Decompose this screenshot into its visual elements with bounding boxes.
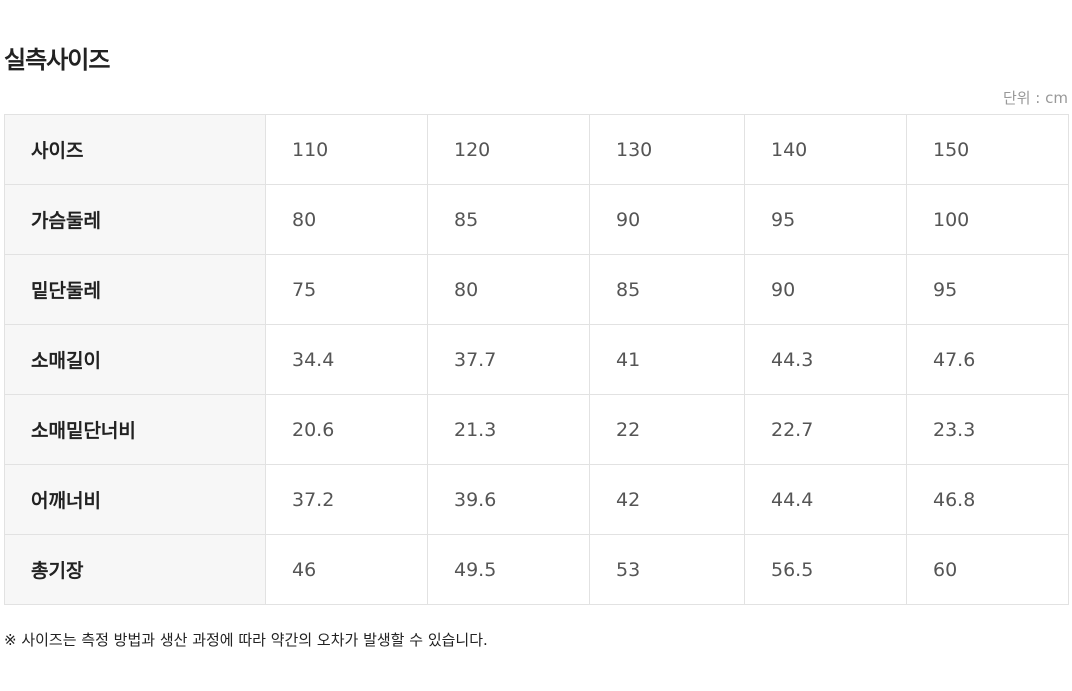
table-cell: 44.4 bbox=[744, 464, 907, 535]
size-note: ※ 사이즈는 측정 방법과 생산 과정에 따라 약간의 오차가 발생할 수 있습… bbox=[4, 631, 488, 649]
table-cell: 110 bbox=[265, 114, 428, 185]
table-cell: 44.3 bbox=[744, 324, 907, 395]
table-cell: 85 bbox=[589, 254, 745, 325]
table-cell: 34.4 bbox=[265, 324, 428, 395]
table-cell: 20.6 bbox=[265, 394, 428, 465]
table-cell: 100 bbox=[906, 184, 1069, 255]
row-header: 소매길이 bbox=[4, 324, 266, 395]
table-cell: 80 bbox=[265, 184, 428, 255]
table-cell: 95 bbox=[744, 184, 907, 255]
table-cell: 75 bbox=[265, 254, 428, 325]
table-cell: 140 bbox=[744, 114, 907, 185]
table-cell: 90 bbox=[744, 254, 907, 325]
table-cell: 130 bbox=[589, 114, 745, 185]
table-cell: 23.3 bbox=[906, 394, 1069, 465]
row-header: 사이즈 bbox=[4, 114, 266, 185]
table-cell: 56.5 bbox=[744, 534, 907, 605]
table-row: 소매길이 34.4 37.7 41 44.3 47.6 bbox=[4, 324, 1069, 395]
table-row: 가슴둘레 80 85 90 95 100 bbox=[4, 184, 1069, 255]
table-cell: 47.6 bbox=[906, 324, 1069, 395]
table-cell: 39.6 bbox=[427, 464, 590, 535]
row-header: 가슴둘레 bbox=[4, 184, 266, 255]
table-cell: 150 bbox=[906, 114, 1069, 185]
table-cell: 95 bbox=[906, 254, 1069, 325]
table-cell: 46.8 bbox=[906, 464, 1069, 535]
table-row: 어깨너비 37.2 39.6 42 44.4 46.8 bbox=[4, 464, 1069, 535]
table-cell: 85 bbox=[427, 184, 590, 255]
table-cell: 21.3 bbox=[427, 394, 590, 465]
page-title: 실측사이즈 bbox=[4, 46, 110, 74]
table-cell: 53 bbox=[589, 534, 745, 605]
row-header: 소매밑단너비 bbox=[4, 394, 266, 465]
table-cell: 46 bbox=[265, 534, 428, 605]
row-header: 밑단둘레 bbox=[4, 254, 266, 325]
table-row: 사이즈 110 120 130 140 150 bbox=[4, 114, 1069, 185]
table-cell: 41 bbox=[589, 324, 745, 395]
table-cell: 49.5 bbox=[427, 534, 590, 605]
table-cell: 22.7 bbox=[744, 394, 907, 465]
size-table: 사이즈 110 120 130 140 150 가슴둘레 80 85 90 95 100 밑단둘레 75 8… bbox=[4, 114, 1069, 605]
unit-label: 단위 : cm bbox=[1002, 89, 1068, 107]
row-header: 어깨너비 bbox=[4, 464, 266, 535]
table-cell: 80 bbox=[427, 254, 590, 325]
row-header: 총기장 bbox=[4, 534, 266, 605]
table-row: 밑단둘레 75 80 85 90 95 bbox=[4, 254, 1069, 325]
table-cell: 60 bbox=[906, 534, 1069, 605]
table-cell: 22 bbox=[589, 394, 745, 465]
table-cell: 42 bbox=[589, 464, 745, 535]
table-cell: 37.2 bbox=[265, 464, 428, 535]
table-row: 소매밑단너비 20.6 21.3 22 22.7 23.3 bbox=[4, 394, 1069, 465]
table-cell: 37.7 bbox=[427, 324, 590, 395]
table-cell: 90 bbox=[589, 184, 745, 255]
table-cell: 120 bbox=[427, 114, 590, 185]
table-row: 총기장 46 49.5 53 56.5 60 bbox=[4, 534, 1069, 605]
